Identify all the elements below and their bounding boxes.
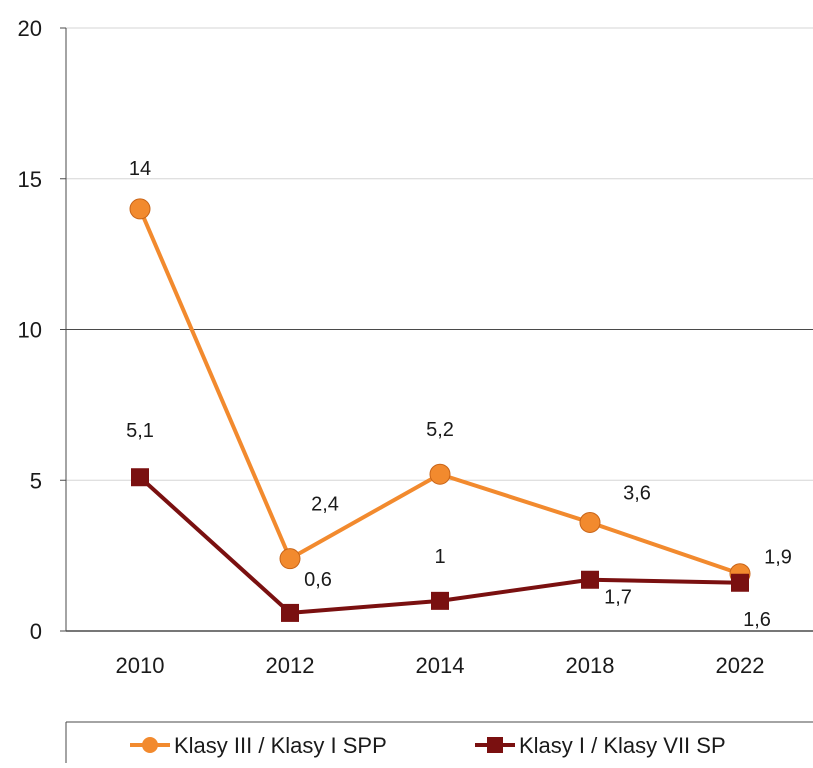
axes: 0 5 10 15 20 2010 2012 2014 2018 2022 (18, 16, 813, 678)
x-tick-label: 2014 (416, 653, 465, 678)
data-label: 0,6 (304, 569, 332, 591)
data-label: 1,7 (604, 587, 632, 609)
data-label: 5,1 (126, 420, 154, 442)
data-point (431, 591, 449, 610)
x-tick-label: 2018 (566, 653, 615, 678)
y-tick-label: 5 (30, 468, 42, 493)
legend-label: Klasy I / Klasy VII SP (519, 733, 726, 758)
data-point (581, 570, 599, 589)
data-label: 1 (434, 546, 445, 568)
y-tick-label: 20 (18, 16, 42, 41)
data-label: 3,6 (623, 482, 651, 504)
legend-item: Klasy I / Klasy VII SP (475, 733, 726, 758)
series-line (138, 208, 741, 576)
y-tick-label: 15 (18, 167, 42, 192)
series-layer (129, 198, 751, 622)
legend-label: Klasy III / Klasy I SPP (174, 733, 387, 758)
gridlines (66, 27, 813, 481)
y-tick-label: 0 (30, 619, 42, 644)
data-label: 2,4 (311, 494, 339, 516)
x-tick-label: 2012 (266, 653, 315, 678)
data-point (579, 511, 601, 533)
legend-marker (142, 737, 158, 753)
data-label: 1,9 (764, 547, 792, 569)
data-label: 5,2 (426, 419, 454, 441)
data-labels: 14 2,4 5,2 3,6 1,9 5,1 0,6 1 1,7 1,6 (126, 158, 792, 631)
data-point (129, 198, 151, 220)
legend-marker (487, 737, 503, 753)
data-label: 14 (129, 158, 151, 180)
y-tick-label: 10 (18, 318, 42, 343)
data-point (279, 548, 301, 570)
series-2 (131, 468, 749, 622)
data-point (429, 463, 451, 485)
legend-item: Klasy III / Klasy I SPP (130, 733, 387, 758)
data-point (281, 603, 299, 622)
series-1 (129, 198, 751, 585)
x-tick-label: 2022 (716, 653, 765, 678)
data-point (731, 573, 749, 592)
x-tick-label: 2010 (116, 653, 165, 678)
data-point (131, 468, 149, 487)
data-label: 1,6 (743, 609, 771, 631)
legend: Klasy III / Klasy I SPP Klasy I / Klasy V… (65, 721, 813, 763)
